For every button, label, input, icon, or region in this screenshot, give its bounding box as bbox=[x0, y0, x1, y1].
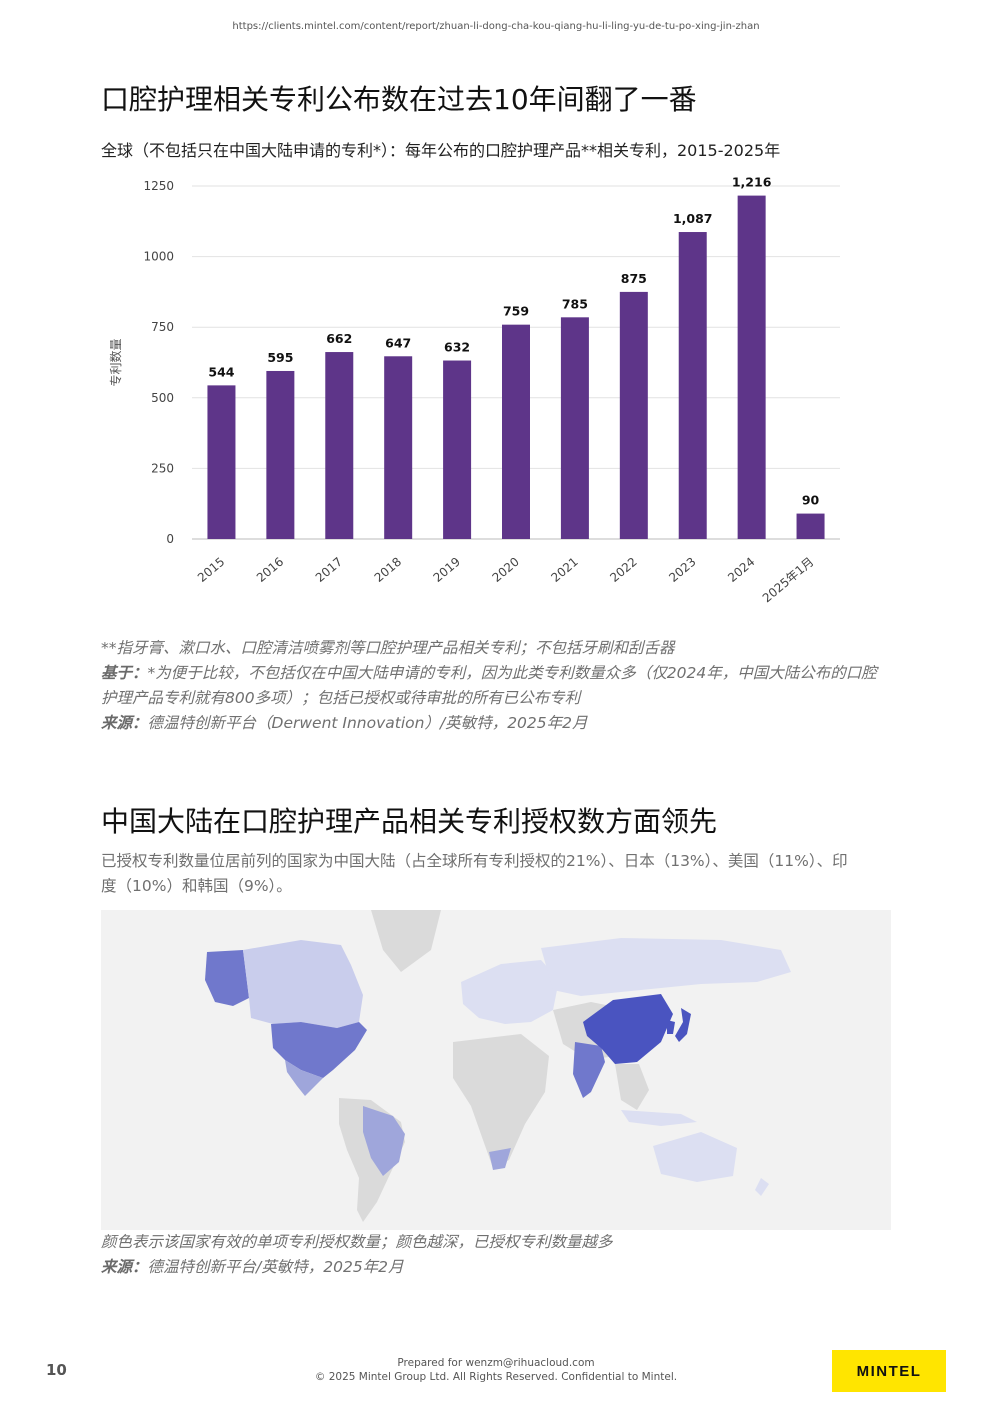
bar bbox=[560, 317, 589, 539]
bar bbox=[207, 385, 236, 539]
x-tick-label: 2025年1月 bbox=[760, 555, 817, 606]
bar bbox=[325, 352, 354, 539]
footnote-source: 来源：德温特创新平台（Derwent Innovation）/英敏特，2025年… bbox=[101, 711, 891, 736]
patent-bar-chart: 0 250 500 750 1000 1250 专利数量 544 2015 595 2016 662 2… bbox=[108, 175, 840, 606]
map-india bbox=[573, 1042, 605, 1098]
map-usa bbox=[271, 1022, 367, 1078]
chart-subtitle: 全球（不包括只在中国大陆申请的专利*）：每年公布的口腔护理产品**相关专利，20… bbox=[101, 141, 781, 160]
map-southeast-asia bbox=[615, 1064, 649, 1110]
map-europe bbox=[461, 960, 559, 1024]
source-label: 来源： bbox=[101, 714, 148, 732]
y-axis-label: 专利数量 bbox=[108, 338, 123, 386]
footnote-base: 基于：*为便于比较，不包括仅在中国大陆申请的专利，因为此类专利数量众多（仅202… bbox=[101, 661, 891, 711]
x-tick-label: 2024 bbox=[725, 555, 757, 585]
footer-text: Prepared for wenzm@rihuacloud.com © 2025… bbox=[0, 1356, 992, 1384]
x-tick-label: 2022 bbox=[607, 555, 639, 585]
bar bbox=[796, 513, 825, 539]
chart-footnote: **指牙膏、漱口水、口腔清洁喷雾剂等口腔护理产品相关专利；不包括牙刷和刮舌器 基… bbox=[101, 636, 891, 736]
map-source: 来源：德温特创新平台/英敏特，2025年2月 bbox=[101, 1255, 891, 1280]
map-alaska bbox=[205, 950, 249, 1006]
bar-value-label: 759 bbox=[503, 304, 529, 319]
y-tick-label: 500 bbox=[151, 391, 174, 405]
x-tick-label: 2021 bbox=[548, 555, 580, 585]
map-australia bbox=[653, 1132, 737, 1182]
map-south-africa bbox=[489, 1148, 511, 1170]
footnote-definition: **指牙膏、漱口水、口腔清洁喷雾剂等口腔护理产品相关专利；不包括牙刷和刮舌器 bbox=[101, 639, 675, 657]
y-tick-label: 0 bbox=[166, 532, 174, 546]
page-number: 10 bbox=[46, 1361, 67, 1379]
y-tick-label: 1250 bbox=[143, 179, 174, 193]
bar-value-label: 90 bbox=[802, 493, 820, 508]
bar bbox=[384, 356, 413, 539]
x-tick-label: 2016 bbox=[254, 555, 286, 585]
bar bbox=[266, 370, 295, 539]
map-africa bbox=[453, 1034, 549, 1168]
bar-value-label: 785 bbox=[562, 296, 588, 311]
mintel-logo: MINTEL bbox=[832, 1350, 946, 1392]
bar-value-label: 875 bbox=[621, 271, 647, 286]
map-mexico bbox=[285, 1060, 323, 1096]
world-patent-map bbox=[101, 910, 891, 1230]
map-korea bbox=[667, 1020, 675, 1034]
map-brazil bbox=[363, 1106, 405, 1176]
section2-description: 已授权专利数量位居前列的国家为中国大陆（占全球所有专利授权的21%）、日本（13… bbox=[101, 852, 848, 895]
map-source-label: 来源： bbox=[101, 1258, 148, 1276]
bar-value-label: 647 bbox=[385, 335, 411, 350]
x-tick-label: 2015 bbox=[195, 555, 227, 585]
bar bbox=[678, 232, 707, 540]
map-legend-note: 颜色表示该国家有效的单项专利授权数量；颜色越深，已授权专利数量越多 bbox=[101, 1233, 613, 1251]
section1-title: 口腔护理相关专利公布数在过去10年间翻了一番 bbox=[101, 83, 697, 116]
map-china bbox=[583, 994, 673, 1064]
map-japan bbox=[675, 1008, 691, 1042]
map-russia bbox=[541, 938, 791, 996]
x-tick-label: 2017 bbox=[313, 555, 345, 585]
bar-value-label: 632 bbox=[444, 340, 470, 355]
x-tick-label: 2020 bbox=[490, 555, 522, 585]
base-text: *为便于比较，不包括仅在中国大陆申请的专利，因为此类专利数量众多（仅2024年，… bbox=[101, 664, 877, 707]
map-greenland bbox=[371, 910, 441, 972]
bar-value-label: 544 bbox=[208, 364, 234, 379]
base-label: 基于： bbox=[101, 664, 148, 682]
map-indonesia bbox=[621, 1110, 697, 1126]
prepared-for: Prepared for wenzm@rihuacloud.com bbox=[397, 1357, 595, 1369]
map-canada bbox=[243, 940, 363, 1028]
copyright: © 2025 Mintel Group Ltd. All Rights Rese… bbox=[314, 1371, 678, 1383]
bar bbox=[619, 291, 648, 539]
source-text: 德温特创新平台（Derwent Innovation）/英敏特，2025年2月 bbox=[147, 714, 588, 732]
bar-value-label: 595 bbox=[267, 350, 293, 365]
x-tick-label: 2023 bbox=[666, 555, 698, 585]
y-tick-label: 750 bbox=[151, 320, 174, 334]
section2-title: 中国大陆在口腔护理产品相关专利授权数方面领先 bbox=[101, 805, 718, 838]
x-tick-label: 2018 bbox=[372, 555, 404, 585]
bar bbox=[502, 324, 530, 539]
map-new-zealand bbox=[755, 1178, 769, 1196]
report-url: https://clients.mintel.com/content/repor… bbox=[232, 21, 760, 32]
bar-value-label: 1,216 bbox=[732, 175, 772, 190]
y-tick-label: 1000 bbox=[143, 250, 174, 264]
bar bbox=[737, 195, 766, 539]
bar-value-label: 662 bbox=[326, 331, 352, 346]
bar-value-label: 1,087 bbox=[673, 211, 713, 226]
x-tick-label: 2019 bbox=[431, 555, 463, 585]
bar bbox=[443, 360, 472, 539]
map-footnote: 颜色表示该国家有效的单项专利授权数量；颜色越深，已授权专利数量越多 来源：德温特… bbox=[101, 1230, 891, 1280]
y-tick-label: 250 bbox=[151, 461, 174, 475]
map-source-text: 德温特创新平台/英敏特，2025年2月 bbox=[147, 1258, 404, 1276]
